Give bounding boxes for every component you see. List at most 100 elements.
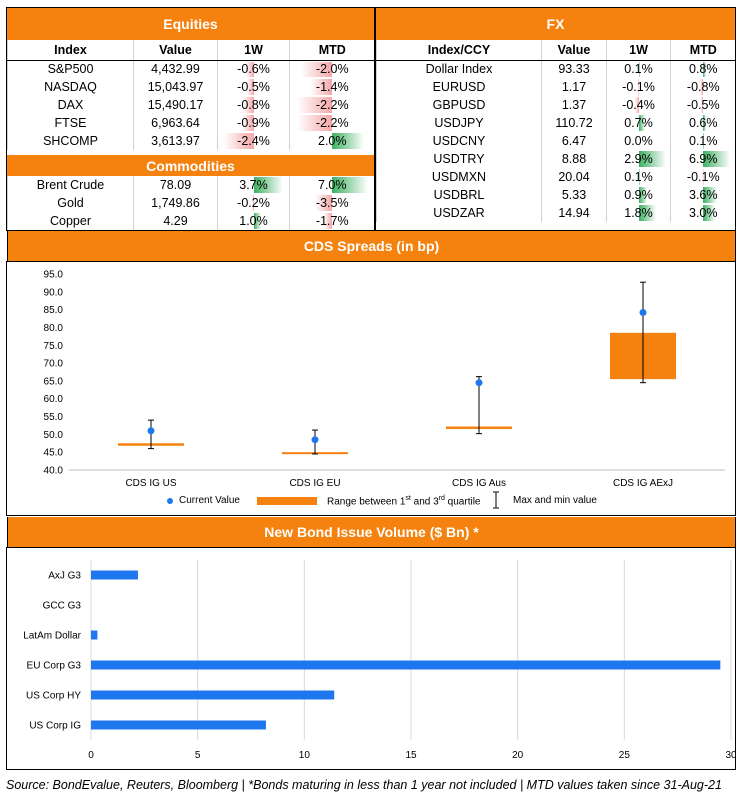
mtd-databar [297, 97, 333, 113]
bond-chart-panel: 0 5 10 15 20 25 30 AxJ G3 GCC G3 LatAm Dollar EU C… [6, 547, 736, 770]
y-category-label: US Corp IG [29, 721, 81, 732]
w1-databar [638, 205, 656, 221]
table-row: EURUSD 1.17 -0.1% -0.8% [376, 78, 736, 96]
row-name: FTSE [7, 114, 134, 132]
row-value: 78.09 [133, 176, 218, 194]
col-header: 1W [217, 40, 290, 61]
w1-cell: 2.9% [606, 150, 671, 168]
mtd-cell: -0.5% [670, 96, 736, 114]
w1-databar [638, 115, 646, 131]
y-tick-label: 90.0 [44, 287, 64, 298]
col-header: Index/CCY [376, 40, 542, 61]
w1-databar [242, 115, 254, 131]
mtd-cell: -3.5% [289, 194, 375, 212]
w1-cell: 3.7% [217, 176, 290, 194]
y-category-label: LatAm Dollar [23, 631, 81, 642]
mtd-value: 0.1% [689, 134, 718, 148]
table-row: S&P500 4,432.99 -0.6% -2.0% [7, 60, 375, 78]
x-tick-label: 20 [512, 750, 524, 761]
mtd-cell: -1.4% [289, 78, 375, 96]
w1-value: -0.9% [237, 116, 270, 130]
table-row: USDTRY 8.88 2.9% 6.9% [376, 150, 736, 168]
commodities-table: Brent Crude 78.09 3.7% 7.0% Gold 1,749.86 -0.2… [7, 176, 375, 230]
row-value: 6.47 [541, 132, 607, 150]
x-tick-label: 5 [195, 750, 201, 761]
mtd-value: -2.0% [315, 62, 349, 77]
table-row: Copper 4.29 1.0% -1.7% [7, 212, 375, 230]
w1-databar [247, 79, 254, 95]
mtd-cell: -2.0% [289, 60, 375, 78]
x-tick-label: 30 [725, 750, 735, 761]
mtd-value: 6.9% [689, 152, 718, 166]
legend-range-label: Range between 1st and 3rd quartile [327, 495, 480, 507]
row-value: 1,749.86 [133, 194, 218, 212]
table-row: DAX 15,490.17 -0.8% -2.2% [7, 96, 375, 114]
w1-cell: -0.9% [217, 114, 290, 132]
y-tick-label: 40.0 [44, 466, 64, 477]
row-value: 15,490.17 [133, 96, 218, 114]
y-category-label: EU Corp G3 [27, 661, 82, 672]
table-row: Dollar Index 93.33 0.1% 0.8% [376, 60, 736, 78]
mtd-databar [703, 187, 718, 203]
row-value: 4,432.99 [133, 60, 218, 78]
col-header: MTD [670, 40, 736, 61]
w1-cell: -0.1% [606, 78, 671, 96]
fx-table: Index/CCY Value 1W MTD Dollar Index 93.33… [376, 40, 736, 222]
mtd-value: -3.5% [315, 196, 349, 210]
row-name: Dollar Index [376, 60, 542, 78]
row-name: USDTRY [376, 150, 542, 168]
row-value: 15,043.97 [133, 78, 218, 96]
cds-chart-title: CDS Spreads (in bp) [7, 231, 736, 261]
y-tick-label: 80.0 [44, 323, 64, 334]
row-name: Copper [7, 212, 134, 230]
current-value-marker-icon [167, 498, 173, 504]
col-header: MTD [289, 40, 375, 61]
mtd-value: -0.5% [686, 98, 720, 112]
x-tick-label: CDS IG AExJ [613, 478, 673, 489]
w1-value: 2.9% [624, 152, 653, 166]
row-value: 20.04 [541, 168, 607, 186]
row-name: Brent Crude [7, 176, 134, 194]
legend-range-and: and 3 [410, 496, 439, 508]
w1-value: 1.0% [239, 214, 268, 228]
w1-databar [637, 79, 639, 95]
equities-header-row: Index Value 1W MTD [7, 40, 375, 61]
mtd-databar [323, 213, 333, 229]
source-footer: Source: BondEvalue, Reuters, Bloomberg |… [6, 778, 722, 792]
cds-legend: Current Value Range between 1st and 3rd … [157, 491, 717, 510]
equities-table: Index Value 1W MTD S&P500 4,432.99 -0.6% -2… [7, 40, 375, 150]
mtd-value: -2.2% [315, 116, 349, 130]
mtd-cell: 0.8% [670, 60, 736, 78]
legend-range-tail: quartile [444, 496, 481, 508]
col-header: Value [133, 40, 218, 61]
x-tick-label: 15 [405, 750, 417, 761]
mtd-cell: 3.0% [670, 204, 736, 222]
y-tick-label: 85.0 [44, 305, 64, 316]
mtd-databar [300, 61, 333, 77]
y-tick-label: 95.0 [44, 270, 64, 281]
w1-cell: 0.9% [606, 186, 671, 204]
table-row: Brent Crude 78.09 3.7% 7.0% [7, 176, 375, 194]
legend-range-sup1: st [405, 495, 411, 502]
mtd-databar [700, 79, 704, 95]
volume-bar [91, 660, 721, 670]
table-row: USDMXN 20.04 0.1% -0.1% [376, 168, 736, 186]
mtd-value: -0.1% [686, 170, 720, 184]
legend-range-sup2: rd [438, 495, 445, 502]
table-row: NASDAQ 15,043.97 -0.5% -1.4% [7, 78, 375, 96]
col-header: Value [541, 40, 607, 61]
row-name: EURUSD [376, 78, 542, 96]
mtd-cell: -1.7% [289, 212, 375, 230]
w1-databar [638, 169, 640, 185]
row-name: SHCOMP [7, 132, 134, 150]
w1-cell: 1.8% [606, 204, 671, 222]
bond-chart-title: New Bond Issue Volume ($ Bn) * [7, 517, 736, 547]
w1-value: 1.8% [624, 206, 653, 220]
mtd-databar [332, 177, 368, 193]
mtd-cell: 3.6% [670, 186, 736, 204]
volume-bar [91, 630, 98, 640]
w1-value: 0.9% [624, 188, 653, 202]
bond-chart-title-text: New Bond Issue Volume ($ Bn) * [264, 524, 479, 540]
x-tick-label: 25 [619, 750, 631, 761]
current-value-point [311, 436, 319, 444]
